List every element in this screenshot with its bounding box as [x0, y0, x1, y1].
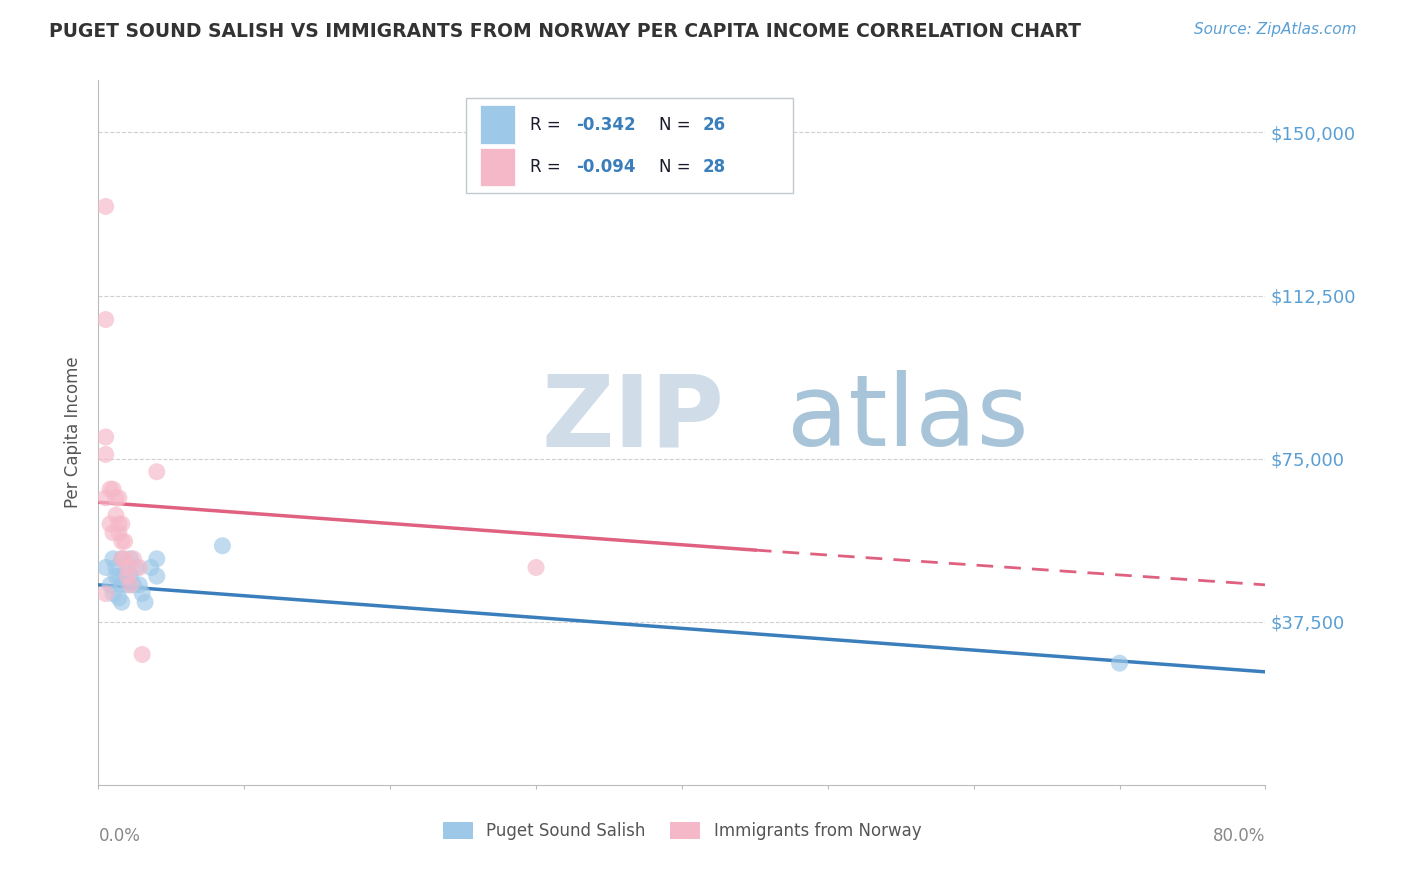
- Point: [104, 560, 127, 574]
- Point: [101, 525, 124, 540]
- Point: [128, 578, 150, 592]
- Text: Source: ZipAtlas.com: Source: ZipAtlas.com: [1194, 22, 1357, 37]
- Point: [128, 560, 150, 574]
- Point: [94, 447, 117, 461]
- Point: [111, 551, 134, 566]
- Point: [117, 560, 139, 574]
- Text: 80.0%: 80.0%: [1213, 827, 1265, 846]
- Text: R =: R =: [530, 158, 567, 176]
- Point: [101, 551, 124, 566]
- Text: PUGET SOUND SALISH VS IMMIGRANTS FROM NORWAY PER CAPITA INCOME CORRELATION CHART: PUGET SOUND SALISH VS IMMIGRANTS FROM NO…: [49, 22, 1081, 41]
- Point: [111, 551, 134, 566]
- Y-axis label: Per Capita Income: Per Capita Income: [65, 357, 83, 508]
- Point: [146, 465, 169, 479]
- Point: [104, 508, 127, 523]
- Point: [122, 578, 145, 592]
- Point: [104, 569, 127, 583]
- Text: R =: R =: [530, 116, 567, 134]
- Text: N =: N =: [658, 116, 696, 134]
- Text: 0.0%: 0.0%: [98, 827, 141, 846]
- Point: [111, 534, 134, 549]
- Point: [120, 551, 142, 566]
- Text: ZIP: ZIP: [541, 370, 724, 467]
- Point: [1108, 656, 1130, 670]
- Point: [98, 578, 121, 592]
- Text: N =: N =: [658, 158, 696, 176]
- Point: [120, 578, 142, 592]
- Point: [101, 482, 124, 496]
- Point: [114, 551, 136, 566]
- Point: [94, 199, 117, 213]
- Point: [146, 551, 169, 566]
- Point: [94, 586, 117, 600]
- Point: [139, 560, 162, 574]
- Point: [94, 430, 117, 444]
- Point: [131, 648, 153, 662]
- Legend: Puget Sound Salish, Immigrants from Norway: Puget Sound Salish, Immigrants from Norw…: [436, 815, 928, 847]
- Point: [94, 312, 117, 326]
- FancyBboxPatch shape: [465, 98, 793, 193]
- Point: [94, 491, 117, 505]
- Point: [111, 578, 134, 592]
- Point: [114, 534, 136, 549]
- Point: [101, 586, 124, 600]
- Point: [117, 578, 139, 592]
- Point: [108, 525, 131, 540]
- Point: [114, 569, 136, 583]
- Point: [108, 516, 131, 531]
- Text: -0.342: -0.342: [575, 116, 636, 134]
- Point: [131, 586, 153, 600]
- Point: [122, 551, 145, 566]
- Point: [94, 560, 117, 574]
- Point: [104, 491, 127, 505]
- Text: -0.094: -0.094: [575, 158, 636, 176]
- Text: 28: 28: [703, 158, 725, 176]
- Point: [108, 569, 131, 583]
- FancyBboxPatch shape: [479, 105, 515, 144]
- Point: [108, 591, 131, 605]
- FancyBboxPatch shape: [479, 147, 515, 186]
- Point: [117, 560, 139, 574]
- Text: 26: 26: [703, 116, 725, 134]
- Point: [98, 516, 121, 531]
- Point: [117, 569, 139, 583]
- Point: [524, 560, 547, 574]
- Point: [111, 516, 134, 531]
- Point: [146, 569, 169, 583]
- Point: [134, 595, 156, 609]
- Point: [125, 560, 148, 574]
- Point: [120, 569, 142, 583]
- Point: [211, 539, 233, 553]
- Point: [98, 482, 121, 496]
- Point: [108, 491, 131, 505]
- Point: [111, 595, 134, 609]
- Text: atlas: atlas: [787, 370, 1029, 467]
